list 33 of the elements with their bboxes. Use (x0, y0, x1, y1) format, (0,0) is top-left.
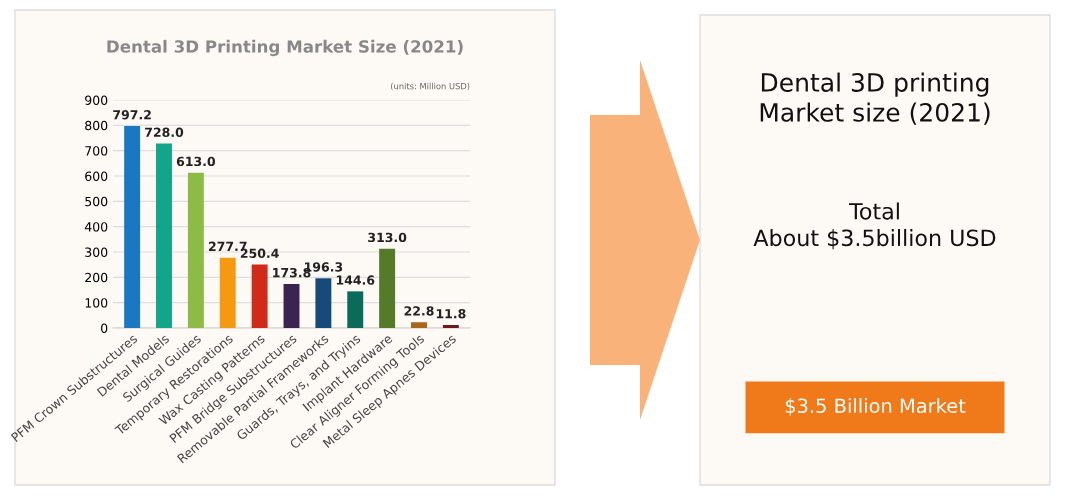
y-tick-label: 200 (85, 272, 108, 283)
y-tick-label: 800 (85, 120, 108, 131)
y-tick-label: 300 (85, 247, 108, 257)
data-label: 11.8 (436, 308, 466, 319)
y-tick-label: 700 (85, 146, 108, 156)
text: (units: Million USD) (390, 82, 470, 91)
bar (156, 143, 172, 328)
y-tick-label: 600 (85, 171, 108, 181)
bar (379, 248, 396, 328)
y-tick-label: 500 (85, 196, 108, 207)
data-label: 313.0 (368, 232, 407, 243)
bar (219, 257, 236, 328)
bar (283, 283, 300, 328)
text: Total About $3.5billion USD (753, 202, 996, 250)
bar (442, 325, 459, 328)
bar (411, 322, 427, 328)
text: $3.5 Billion Market (785, 398, 966, 416)
data-label: 613.0 (176, 156, 216, 167)
data-label: 22.8 (404, 306, 434, 316)
y-tick-label: 400 (84, 222, 108, 232)
bar (251, 264, 268, 328)
y-tick-label: 100 (85, 298, 108, 308)
y-tick-label: 900 (85, 95, 108, 105)
data-label: 728.0 (145, 127, 184, 137)
chart-title: Dental 3D Printing Market Size (2021) (107, 39, 463, 57)
y-tick-label: 0 (101, 323, 108, 333)
data-label: 144.6 (336, 275, 375, 285)
bar (315, 278, 332, 328)
bar (124, 126, 141, 328)
bar (187, 172, 204, 328)
data-label: 797.2 (113, 110, 151, 120)
text: Dental 3D printing Market size (2021) (760, 72, 990, 125)
bar (347, 291, 364, 328)
